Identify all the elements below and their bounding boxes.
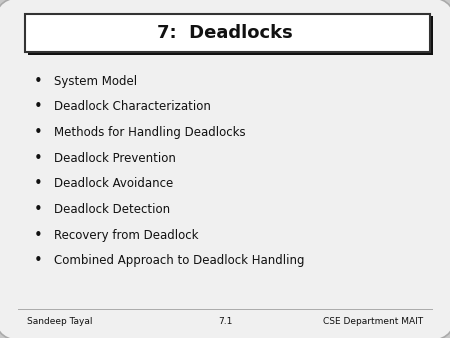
Text: Deadlock Prevention: Deadlock Prevention (54, 152, 176, 165)
Text: System Model: System Model (54, 75, 137, 88)
Text: Deadlock Characterization: Deadlock Characterization (54, 100, 211, 113)
Text: Combined Approach to Deadlock Handling: Combined Approach to Deadlock Handling (54, 255, 305, 267)
Text: Sandeep Tayal: Sandeep Tayal (27, 317, 93, 326)
Text: CSE Department MAIT: CSE Department MAIT (323, 317, 423, 326)
Text: •: • (34, 254, 43, 268)
Bar (28, 16, 433, 55)
Text: •: • (34, 99, 43, 114)
Text: Deadlock Detection: Deadlock Detection (54, 203, 170, 216)
Text: •: • (34, 228, 43, 243)
Text: •: • (34, 202, 43, 217)
Text: Methods for Handling Deadlocks: Methods for Handling Deadlocks (54, 126, 246, 139)
Text: Deadlock Avoidance: Deadlock Avoidance (54, 177, 173, 190)
Text: Recovery from Deadlock: Recovery from Deadlock (54, 229, 198, 242)
Text: 7.1: 7.1 (218, 317, 232, 326)
Text: •: • (34, 74, 43, 89)
Text: •: • (34, 125, 43, 140)
Text: 7:  Deadlocks: 7: Deadlocks (157, 24, 293, 42)
Text: •: • (34, 176, 43, 191)
Bar (25, 14, 430, 52)
Text: •: • (34, 151, 43, 166)
